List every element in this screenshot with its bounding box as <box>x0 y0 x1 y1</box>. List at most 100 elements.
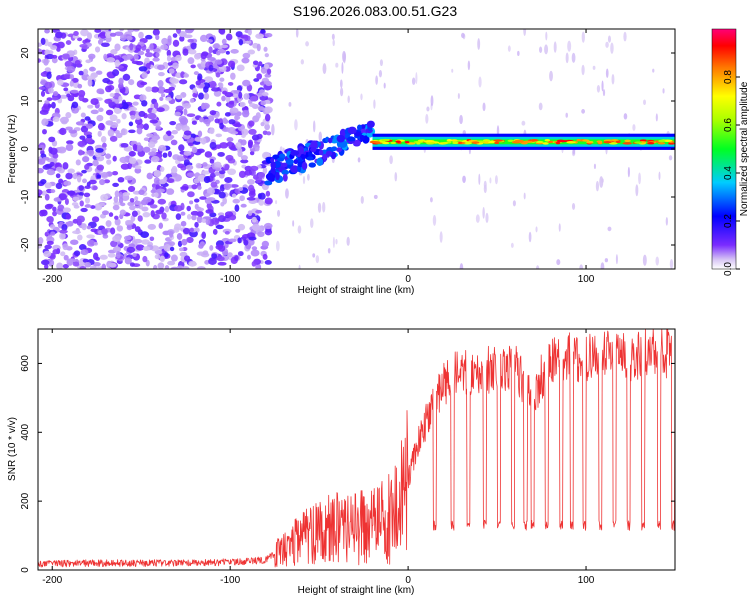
noise-blob <box>162 152 168 158</box>
noise-blob <box>208 64 214 72</box>
noise-blob <box>247 29 252 36</box>
noise-blob <box>151 86 160 93</box>
noise-blob <box>127 185 136 192</box>
y-tick-label: -20 <box>20 237 31 252</box>
noise-blob <box>128 151 136 157</box>
signal-peak <box>446 139 453 142</box>
faint-streak <box>544 44 549 55</box>
noise-blob <box>216 101 222 107</box>
noise-blob <box>220 201 225 207</box>
y-tick-label: 0 <box>20 146 31 152</box>
noise-blob <box>219 77 225 82</box>
faint-streak <box>341 62 344 74</box>
signal-peak <box>544 139 551 142</box>
faint-streak <box>483 180 487 189</box>
noise-blob <box>102 77 111 84</box>
noise-blob <box>182 227 191 235</box>
noise-blob <box>250 249 260 257</box>
noise-blob <box>65 40 72 45</box>
faint-streak <box>655 113 658 122</box>
noise-blob <box>225 154 234 162</box>
noise-blob <box>91 216 100 223</box>
noise-blob <box>158 222 164 229</box>
noise-blob <box>157 64 165 71</box>
noise-blob <box>251 134 260 141</box>
noise-blob <box>43 250 52 258</box>
noise-blob <box>99 254 108 260</box>
noise-blob <box>248 236 257 241</box>
noise-blob <box>204 151 213 158</box>
transition-blob <box>359 134 365 141</box>
noise-blob <box>195 162 202 169</box>
snr-y-axis: 0 200 400 600 <box>20 355 675 573</box>
noise-blob <box>240 159 249 164</box>
noise-blob <box>126 225 133 231</box>
signal-peak <box>658 139 666 143</box>
noise-blob <box>161 93 166 98</box>
noise-blob <box>192 140 201 145</box>
noise-blob <box>187 57 195 65</box>
noise-blob <box>201 231 207 240</box>
noise-blob <box>212 228 218 235</box>
y-tick-label: 10 <box>20 95 31 107</box>
noise-blob <box>191 215 197 221</box>
noise-blob <box>242 109 250 118</box>
snr-background <box>38 329 675 570</box>
signal-peak <box>566 141 576 144</box>
noise-blob <box>137 215 143 222</box>
noise-blob <box>190 42 197 50</box>
noise-blob <box>44 193 50 201</box>
noise-blob <box>201 218 207 223</box>
noise-blob <box>84 163 90 170</box>
transition-blob <box>318 149 324 156</box>
noise-blob <box>154 254 161 260</box>
noise-blob <box>226 137 234 142</box>
noise-blob <box>133 238 143 244</box>
noise-blob <box>44 244 52 250</box>
transition-blob <box>290 165 299 174</box>
noise-blob <box>196 207 205 212</box>
noise-blob <box>146 133 154 138</box>
noise-blob <box>233 123 242 128</box>
noise-blob <box>46 169 56 176</box>
noise-blob <box>227 252 233 258</box>
noise-blob <box>225 33 233 41</box>
noise-blob <box>236 64 245 72</box>
noise-blob <box>194 198 200 203</box>
faint-streak <box>596 85 601 93</box>
faint-streak <box>607 226 612 232</box>
snr-y-label: SNR (10 * v/v) <box>7 417 18 481</box>
signal-peak <box>452 141 459 145</box>
noise-blob <box>92 185 98 191</box>
faint-streak <box>411 77 416 85</box>
transition-blob <box>281 169 290 176</box>
noise-blob <box>157 86 166 94</box>
noise-blob <box>132 101 139 106</box>
noise-blob <box>197 73 203 81</box>
noise-blob <box>176 155 185 162</box>
faint-streak <box>332 236 335 249</box>
noise-blob <box>209 141 217 150</box>
noise-blob <box>266 68 272 75</box>
noise-blob <box>179 117 189 125</box>
signal-peak <box>425 139 435 143</box>
noise-blob <box>114 43 121 51</box>
noise-blob <box>170 254 178 262</box>
faint-streak <box>604 258 609 263</box>
noise-blob <box>86 181 91 187</box>
noise-blob <box>238 186 244 192</box>
noise-blob <box>49 147 58 155</box>
noise-blob <box>207 57 216 61</box>
noise-blob <box>135 244 145 251</box>
noise-blob <box>63 87 69 92</box>
noise-blob <box>90 205 96 209</box>
faint-streak <box>305 41 309 47</box>
noise-blob <box>215 133 223 138</box>
noise-blob <box>219 122 224 130</box>
faint-streak <box>538 102 543 111</box>
noise-blob <box>206 39 213 43</box>
noise-blob <box>153 169 162 178</box>
noise-blob <box>80 29 89 37</box>
noise-blob <box>115 88 120 94</box>
